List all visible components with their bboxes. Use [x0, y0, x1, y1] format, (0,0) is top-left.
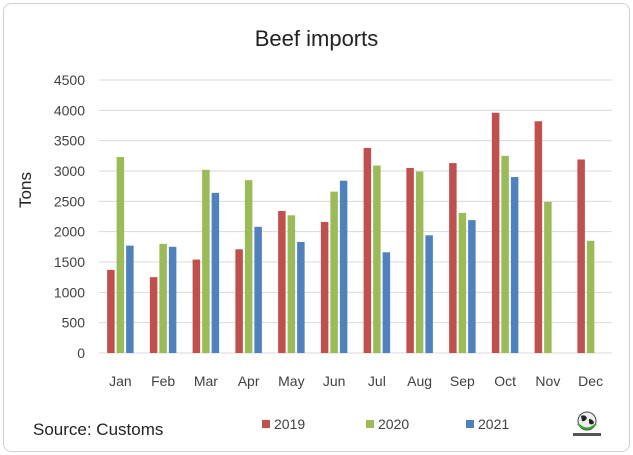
bar-2020-Jun: [330, 191, 338, 353]
x-tick-label: Aug: [407, 373, 432, 389]
bar-2021-Apr: [254, 226, 262, 353]
bar-2020-Jan: [116, 157, 125, 353]
globe-icon: [573, 411, 601, 436]
y-tick-label: 0: [77, 345, 85, 361]
bar-2020-Sep: [458, 212, 467, 353]
y-tick-label: 2000: [54, 224, 85, 240]
y-tick-label: 1000: [54, 284, 85, 300]
bar-2020-Aug: [415, 171, 424, 353]
legend-swatch-2020: [366, 420, 374, 428]
legend-label-2019: 2019: [274, 416, 305, 432]
bar-2021-Sep: [468, 220, 476, 353]
x-tick-label: Jul: [368, 373, 386, 389]
bar-2019-Oct: [491, 112, 500, 353]
x-tick-label: Sep: [450, 373, 475, 389]
bar-2019-Jan: [107, 269, 115, 353]
legend-label-2020: 2020: [378, 416, 409, 432]
bar-2019-Dec: [577, 159, 585, 353]
chart-frame: [3, 3, 630, 452]
bar-2019-May: [278, 211, 286, 353]
y-tick-label: 1500: [54, 254, 85, 270]
x-tick-label: Oct: [494, 373, 516, 389]
bar-2021-Mar: [211, 192, 220, 353]
x-tick-label: May: [278, 373, 304, 389]
legend-swatch-2021: [466, 420, 474, 428]
x-tick-label: Apr: [238, 373, 260, 389]
x-tick-label: Nov: [535, 373, 560, 389]
y-tick-label: 2500: [54, 193, 85, 209]
bar-2019-Apr: [235, 249, 243, 353]
y-tick-label: 3500: [54, 133, 85, 149]
bar-2020-Apr: [244, 180, 253, 353]
y-tick-label: 4000: [54, 102, 85, 118]
bar-2021-Jul: [382, 252, 391, 353]
bar-2020-Jul: [373, 165, 381, 353]
x-tick-label: Dec: [578, 373, 603, 389]
x-tick-label: Feb: [151, 373, 175, 389]
bar-2021-May: [297, 241, 305, 353]
bar-2019-Nov: [534, 121, 543, 354]
legend-swatch-2019: [262, 420, 270, 428]
source-note: Source: Customs: [33, 420, 164, 439]
bar-2020-Nov: [544, 201, 552, 353]
bar-2019-Aug: [406, 167, 414, 353]
bar-2019-Sep: [449, 163, 457, 353]
chart-title: Beef imports: [254, 26, 379, 51]
logo: [567, 410, 607, 445]
bar-2020-Feb: [159, 243, 167, 353]
x-tick-label: Jun: [323, 373, 346, 389]
bar-2021-Jan: [126, 245, 134, 353]
legend-label-2021: 2021: [478, 416, 509, 432]
bar-2021-Feb: [168, 246, 177, 353]
y-tick-label: 500: [62, 315, 86, 331]
bar-2019-Feb: [149, 277, 158, 353]
x-tick-label: Jan: [109, 373, 132, 389]
bar-2021-Aug: [425, 235, 433, 353]
bar-2021-Oct: [510, 177, 519, 353]
bar-2020-Dec: [586, 240, 595, 353]
y-tick-label: 3000: [54, 163, 85, 179]
bar-2020-Oct: [501, 155, 509, 353]
bar-2019-Mar: [192, 259, 201, 353]
bar-2020-May: [287, 215, 296, 353]
bar-2020-Mar: [202, 169, 210, 353]
bar-2019-Jul: [363, 147, 372, 353]
bar-2021-Jun: [339, 180, 348, 353]
x-tick-label: Mar: [194, 373, 218, 389]
y-tick-label: 4500: [54, 72, 85, 88]
bar-2019-Jun: [320, 221, 329, 353]
